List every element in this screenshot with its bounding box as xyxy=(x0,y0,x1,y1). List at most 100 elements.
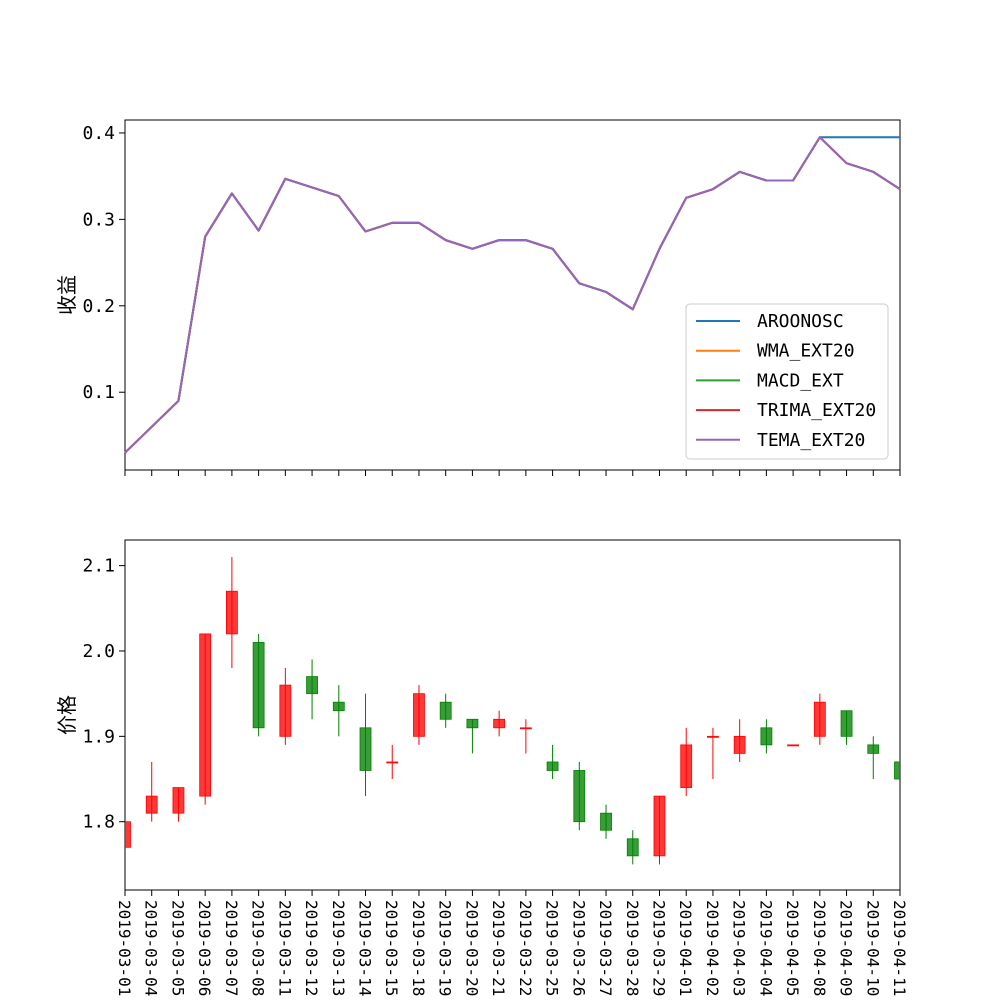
returns-series-lines xyxy=(124,136,901,454)
candle xyxy=(252,633,265,737)
x-tick-label: 2019-03-15 xyxy=(382,900,401,996)
x-tick-label: 2019-03-18 xyxy=(409,900,428,996)
candle-body-up xyxy=(733,735,746,754)
legend-frame xyxy=(685,303,889,460)
legend-label: MACD_EXT xyxy=(757,370,844,391)
candle-body-up xyxy=(519,727,532,730)
candle-body-down xyxy=(546,761,559,771)
candle-body-up xyxy=(386,761,399,764)
x-tick-label: 2019-03-04 xyxy=(142,900,161,996)
x-tick-label: 2019-03-21 xyxy=(489,900,508,996)
x-tick-label: 2019-03-28 xyxy=(623,900,642,996)
candle-body-up xyxy=(199,633,212,797)
candle-body-down xyxy=(840,710,853,737)
candle xyxy=(813,693,826,745)
candle xyxy=(600,804,612,839)
candle xyxy=(359,693,372,797)
candle-body-down xyxy=(573,770,586,823)
candle-body-up xyxy=(125,821,131,848)
candle-body-down xyxy=(600,812,612,831)
x-tick-label: 2019-03-19 xyxy=(436,900,455,996)
candle xyxy=(306,659,318,720)
candle xyxy=(279,668,292,745)
x-tick-label: 2019-04-03 xyxy=(730,900,749,996)
candle xyxy=(760,719,773,754)
candle xyxy=(787,744,800,747)
candle xyxy=(626,830,639,865)
candle-body-down xyxy=(867,744,880,754)
returns-y-tick-label: 0.1 xyxy=(82,382,115,403)
returns-legend: AROONOSC WMA_EXT20 MACD_EXT TRIMA_EXT20 TEMA… xyxy=(685,303,889,460)
candle xyxy=(840,710,853,745)
candle xyxy=(894,761,900,780)
x-tick-label: 2019-04-11 xyxy=(890,900,909,996)
price-y-tick-label: 1.8 xyxy=(82,812,115,833)
candle xyxy=(707,727,719,780)
candle xyxy=(653,795,666,865)
candle xyxy=(439,693,452,728)
candle xyxy=(867,736,880,780)
candle xyxy=(145,761,158,822)
candle xyxy=(519,719,532,754)
legend-label: TRIMA_EXT20 xyxy=(757,400,876,421)
candle xyxy=(733,719,746,762)
price-y-axis-label: 价格 xyxy=(55,695,79,735)
candle-body-up xyxy=(813,701,826,737)
x-tick-label: 2019-03-27 xyxy=(596,900,615,996)
price-panel: 1.81.92.02.1 2019-03-01 2019-03-04 2019-03… xyxy=(55,539,909,996)
x-tick-label: 2019-03-14 xyxy=(356,900,375,996)
x-tick-label: 2019-04-02 xyxy=(703,900,722,996)
x-tick-label: 2019-03-25 xyxy=(543,900,562,996)
candle-body-down xyxy=(332,701,345,712)
x-tick-label: 2019-03-08 xyxy=(249,900,268,996)
legend-label: TEMA_EXT20 xyxy=(757,430,865,451)
legend-label: AROONOSC xyxy=(757,311,844,332)
returns-x-axis xyxy=(124,470,901,476)
x-tick-label: 2019-03-12 xyxy=(302,900,321,996)
candle-body-up xyxy=(493,718,506,729)
candle-body-down xyxy=(760,727,773,746)
candle-body-up xyxy=(225,590,238,635)
candle xyxy=(172,787,185,822)
candle-body-up xyxy=(145,795,158,814)
returns-y-tick-label: 0.2 xyxy=(82,296,115,317)
candle-body-up xyxy=(787,744,800,747)
series-line-tema-ext20 xyxy=(124,136,901,454)
candle-body-up xyxy=(707,735,719,738)
candle xyxy=(199,633,212,805)
x-tick-label: 2019-04-09 xyxy=(837,900,856,996)
candle xyxy=(413,685,425,745)
price-y-tick-label: 2.1 xyxy=(82,556,115,577)
price-plot-frame xyxy=(124,539,901,891)
candle-body-down xyxy=(626,838,639,857)
x-tick-label: 2019-03-07 xyxy=(222,900,241,996)
candle xyxy=(125,821,131,848)
candle xyxy=(332,685,345,737)
x-tick-label: 2019-04-08 xyxy=(810,900,829,996)
price-y-axis: 1.8 1.9 2.0 2.1 xyxy=(82,556,125,833)
candle xyxy=(386,744,399,780)
price-y-tick-label: 2.0 xyxy=(82,641,115,662)
candle xyxy=(546,744,559,780)
x-tick-label: 2019-03-13 xyxy=(329,900,348,996)
price-x-axis: 2019-03-01 2019-03-04 2019-03-05 2019-03-06… xyxy=(115,890,909,996)
candle-body-up xyxy=(680,744,693,788)
candle-body-down xyxy=(439,701,452,720)
x-tick-label: 2019-03-05 xyxy=(168,900,187,996)
legend-label: WMA_EXT20 xyxy=(757,341,855,362)
candle-body-up xyxy=(279,684,292,737)
x-tick-label: 2019-04-01 xyxy=(676,900,695,996)
x-tick-label: 2019-03-26 xyxy=(569,900,588,996)
returns-y-tick-label: 0.4 xyxy=(82,123,115,144)
candle-body-down xyxy=(306,676,318,695)
x-tick-label: 2019-03-06 xyxy=(195,900,214,996)
candle-body-down xyxy=(252,642,265,729)
candle-body-up xyxy=(413,693,425,737)
price-y-tick-label: 1.9 xyxy=(82,726,115,747)
candle-body-down xyxy=(466,718,479,729)
candle xyxy=(493,710,506,737)
returns-panel: 0.1 0.2 0.3 0.4 收益 AROONOSC WMA_EXT20 MACD_EX… xyxy=(55,119,901,476)
x-tick-label: 2019-03-20 xyxy=(462,900,481,996)
x-tick-label: 2019-04-05 xyxy=(783,900,802,996)
